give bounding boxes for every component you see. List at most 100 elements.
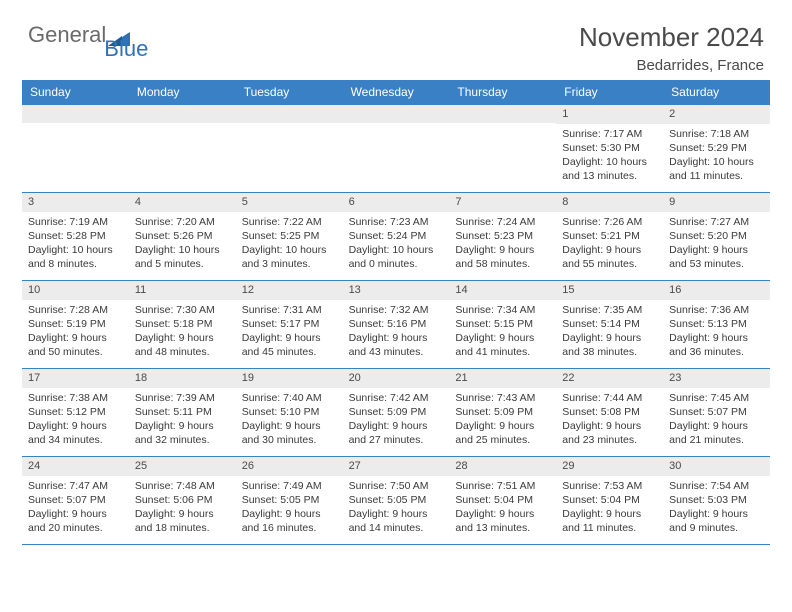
day-number: 30 xyxy=(663,457,770,476)
day-number: 29 xyxy=(556,457,663,476)
day-number: 20 xyxy=(343,369,450,388)
calendar-cell: 1Sunrise: 7:17 AMSunset: 5:30 PMDaylight… xyxy=(556,104,663,192)
sunset-text: Sunset: 5:14 PM xyxy=(562,317,657,331)
day-number: 18 xyxy=(129,369,236,388)
daylight-text: Daylight: 10 hours and 3 minutes. xyxy=(242,243,337,271)
sunset-text: Sunset: 5:05 PM xyxy=(242,493,337,507)
day-number: 24 xyxy=(22,457,129,476)
calendar-cell xyxy=(22,104,129,192)
day-details: Sunrise: 7:23 AMSunset: 5:24 PMDaylight:… xyxy=(343,212,450,278)
sunset-text: Sunset: 5:23 PM xyxy=(455,229,550,243)
sunrise-text: Sunrise: 7:40 AM xyxy=(242,391,337,405)
day-details: Sunrise: 7:26 AMSunset: 5:21 PMDaylight:… xyxy=(556,212,663,278)
day-number: 11 xyxy=(129,281,236,300)
calendar-cell: 16Sunrise: 7:36 AMSunset: 5:13 PMDayligh… xyxy=(663,280,770,368)
page-title: November 2024 xyxy=(579,22,764,53)
sunrise-text: Sunrise: 7:53 AM xyxy=(562,479,657,493)
daylight-text: Daylight: 9 hours and 45 minutes. xyxy=(242,331,337,359)
weekday-header: Saturday xyxy=(663,80,770,104)
daylight-text: Daylight: 9 hours and 14 minutes. xyxy=(349,507,444,535)
calendar-cell: 28Sunrise: 7:51 AMSunset: 5:04 PMDayligh… xyxy=(449,456,556,544)
calendar-cell: 2Sunrise: 7:18 AMSunset: 5:29 PMDaylight… xyxy=(663,104,770,192)
sunset-text: Sunset: 5:04 PM xyxy=(455,493,550,507)
calendar-cell: 22Sunrise: 7:44 AMSunset: 5:08 PMDayligh… xyxy=(556,368,663,456)
day-details: Sunrise: 7:19 AMSunset: 5:28 PMDaylight:… xyxy=(22,212,129,278)
sunrise-text: Sunrise: 7:54 AM xyxy=(669,479,764,493)
day-details: Sunrise: 7:54 AMSunset: 5:03 PMDaylight:… xyxy=(663,476,770,542)
day-number: 17 xyxy=(22,369,129,388)
sunrise-text: Sunrise: 7:18 AM xyxy=(669,127,764,141)
daylight-text: Daylight: 9 hours and 41 minutes. xyxy=(455,331,550,359)
day-details: Sunrise: 7:22 AMSunset: 5:25 PMDaylight:… xyxy=(236,212,343,278)
day-details: Sunrise: 7:32 AMSunset: 5:16 PMDaylight:… xyxy=(343,300,450,366)
sunset-text: Sunset: 5:07 PM xyxy=(669,405,764,419)
sunset-text: Sunset: 5:13 PM xyxy=(669,317,764,331)
daylight-text: Daylight: 9 hours and 20 minutes. xyxy=(28,507,123,535)
weekday-header-row: SundayMondayTuesdayWednesdayThursdayFrid… xyxy=(22,80,770,104)
sunrise-text: Sunrise: 7:30 AM xyxy=(135,303,230,317)
daylight-text: Daylight: 10 hours and 11 minutes. xyxy=(669,155,764,183)
day-details: Sunrise: 7:20 AMSunset: 5:26 PMDaylight:… xyxy=(129,212,236,278)
day-number: 1 xyxy=(556,105,663,124)
sunrise-text: Sunrise: 7:34 AM xyxy=(455,303,550,317)
daylight-text: Daylight: 9 hours and 30 minutes. xyxy=(242,419,337,447)
sunrise-text: Sunrise: 7:45 AM xyxy=(669,391,764,405)
sunset-text: Sunset: 5:10 PM xyxy=(242,405,337,419)
sunrise-text: Sunrise: 7:22 AM xyxy=(242,215,337,229)
daylight-text: Daylight: 9 hours and 34 minutes. xyxy=(28,419,123,447)
sunrise-text: Sunrise: 7:48 AM xyxy=(135,479,230,493)
daylight-text: Daylight: 9 hours and 50 minutes. xyxy=(28,331,123,359)
calendar-cell: 13Sunrise: 7:32 AMSunset: 5:16 PMDayligh… xyxy=(343,280,450,368)
day-number: 19 xyxy=(236,369,343,388)
day-details: Sunrise: 7:50 AMSunset: 5:05 PMDaylight:… xyxy=(343,476,450,542)
calendar-cell: 10Sunrise: 7:28 AMSunset: 5:19 PMDayligh… xyxy=(22,280,129,368)
sunset-text: Sunset: 5:21 PM xyxy=(562,229,657,243)
day-number: 23 xyxy=(663,369,770,388)
day-number xyxy=(449,105,556,123)
day-number xyxy=(343,105,450,123)
daylight-text: Daylight: 9 hours and 25 minutes. xyxy=(455,419,550,447)
daylight-text: Daylight: 9 hours and 11 minutes. xyxy=(562,507,657,535)
day-number: 9 xyxy=(663,193,770,212)
day-details: Sunrise: 7:43 AMSunset: 5:09 PMDaylight:… xyxy=(449,388,556,454)
sunset-text: Sunset: 5:15 PM xyxy=(455,317,550,331)
day-details: Sunrise: 7:40 AMSunset: 5:10 PMDaylight:… xyxy=(236,388,343,454)
day-number: 10 xyxy=(22,281,129,300)
daylight-text: Daylight: 9 hours and 32 minutes. xyxy=(135,419,230,447)
sunset-text: Sunset: 5:18 PM xyxy=(135,317,230,331)
logo-text-general: General xyxy=(28,22,106,48)
day-details: Sunrise: 7:36 AMSunset: 5:13 PMDaylight:… xyxy=(663,300,770,366)
calendar-cell xyxy=(129,104,236,192)
calendar-cell: 18Sunrise: 7:39 AMSunset: 5:11 PMDayligh… xyxy=(129,368,236,456)
sunset-text: Sunset: 5:06 PM xyxy=(135,493,230,507)
day-details: Sunrise: 7:30 AMSunset: 5:18 PMDaylight:… xyxy=(129,300,236,366)
sunset-text: Sunset: 5:08 PM xyxy=(562,405,657,419)
page-subtitle: Bedarrides, France xyxy=(579,57,764,74)
calendar-cell: 29Sunrise: 7:53 AMSunset: 5:04 PMDayligh… xyxy=(556,456,663,544)
daylight-text: Daylight: 9 hours and 27 minutes. xyxy=(349,419,444,447)
sunset-text: Sunset: 5:19 PM xyxy=(28,317,123,331)
day-number: 27 xyxy=(343,457,450,476)
day-details: Sunrise: 7:49 AMSunset: 5:05 PMDaylight:… xyxy=(236,476,343,542)
sunset-text: Sunset: 5:30 PM xyxy=(562,141,657,155)
day-number xyxy=(22,105,129,123)
calendar-cell: 7Sunrise: 7:24 AMSunset: 5:23 PMDaylight… xyxy=(449,192,556,280)
daylight-text: Daylight: 9 hours and 9 minutes. xyxy=(669,507,764,535)
calendar-cell: 26Sunrise: 7:49 AMSunset: 5:05 PMDayligh… xyxy=(236,456,343,544)
day-details: Sunrise: 7:38 AMSunset: 5:12 PMDaylight:… xyxy=(22,388,129,454)
daylight-text: Daylight: 9 hours and 21 minutes. xyxy=(669,419,764,447)
weekday-header: Friday xyxy=(556,80,663,104)
sunset-text: Sunset: 5:12 PM xyxy=(28,405,123,419)
day-details: Sunrise: 7:28 AMSunset: 5:19 PMDaylight:… xyxy=(22,300,129,366)
sunrise-text: Sunrise: 7:39 AM xyxy=(135,391,230,405)
sunrise-text: Sunrise: 7:27 AM xyxy=(669,215,764,229)
daylight-text: Daylight: 9 hours and 43 minutes. xyxy=(349,331,444,359)
weekday-header: Monday xyxy=(129,80,236,104)
sunrise-text: Sunrise: 7:28 AM xyxy=(28,303,123,317)
day-details: Sunrise: 7:27 AMSunset: 5:20 PMDaylight:… xyxy=(663,212,770,278)
sunrise-text: Sunrise: 7:36 AM xyxy=(669,303,764,317)
day-number: 28 xyxy=(449,457,556,476)
day-number: 13 xyxy=(343,281,450,300)
sunset-text: Sunset: 5:05 PM xyxy=(349,493,444,507)
daylight-text: Daylight: 10 hours and 0 minutes. xyxy=(349,243,444,271)
